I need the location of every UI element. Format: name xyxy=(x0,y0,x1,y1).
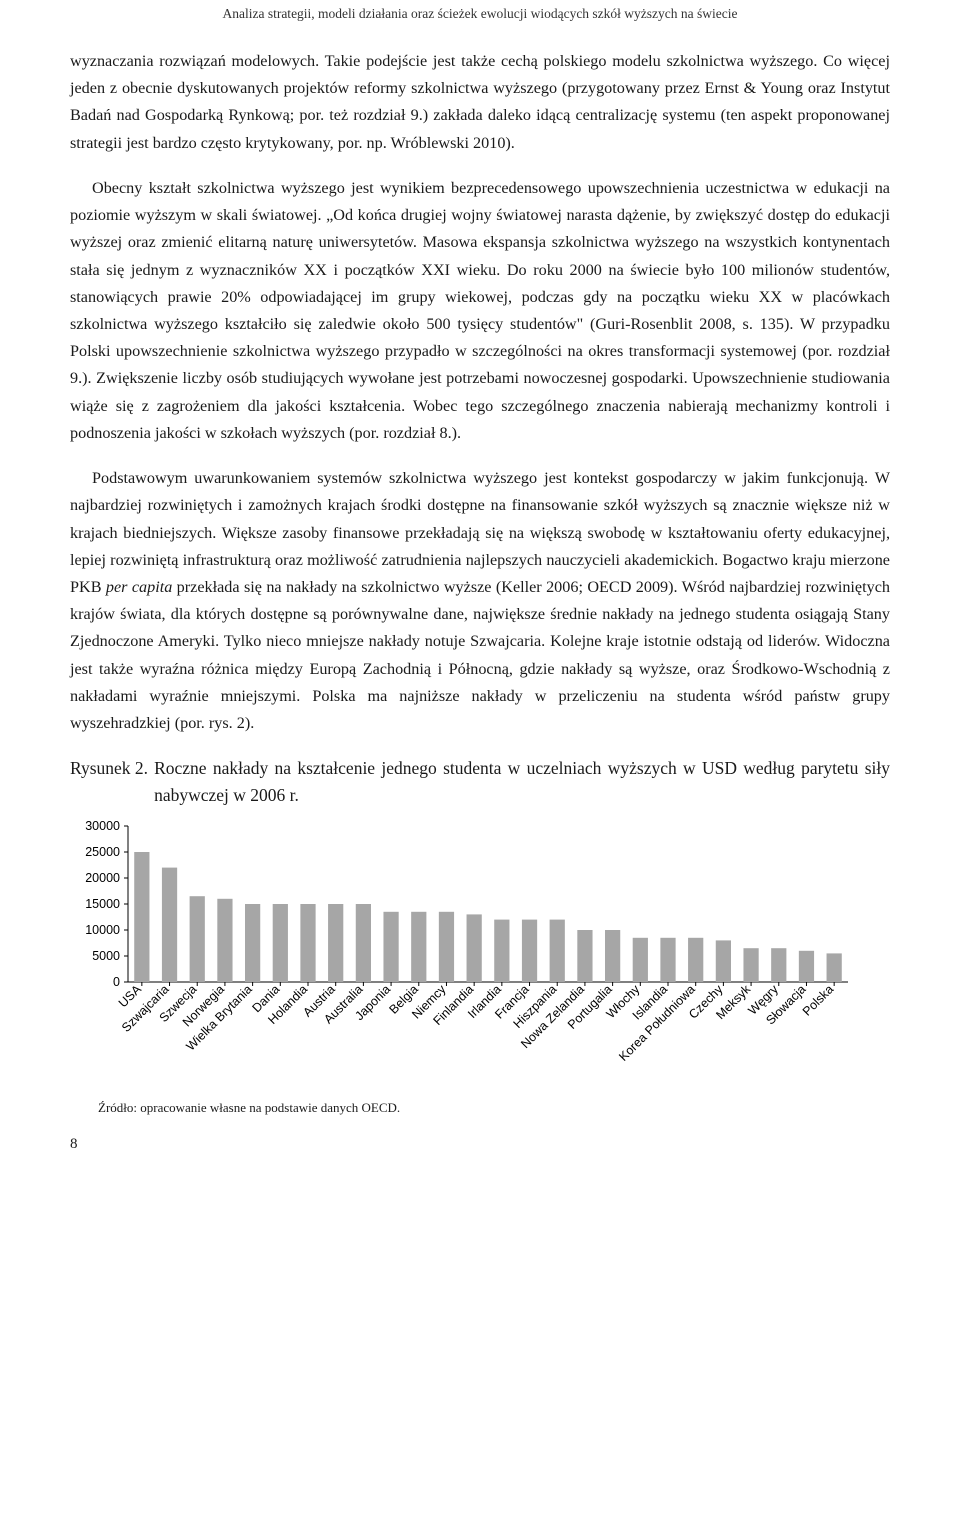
paragraph-3b: przekłada się na nakłady na szkolnictwo … xyxy=(70,578,890,732)
svg-text:20000: 20000 xyxy=(85,871,120,885)
bar-chart: 050001000015000200002500030000USASzwajca… xyxy=(70,818,890,1078)
page-number: 8 xyxy=(70,1136,890,1153)
paragraph-2-text: Obecny kształt szkolnictwa wyższego jest… xyxy=(70,179,890,442)
svg-text:25000: 25000 xyxy=(85,845,120,859)
paragraph-3: Podstawowym uwarunkowaniem systemów szko… xyxy=(70,465,890,737)
figure-caption-text: Roczne nakłady na kształcenie jednego st… xyxy=(154,755,890,809)
chart-source: Źródło: opracowanie własne na podstawie … xyxy=(98,1100,890,1116)
svg-text:Polska: Polska xyxy=(800,982,836,1018)
svg-text:10000: 10000 xyxy=(85,923,120,937)
paragraph-3-em: per capita xyxy=(106,578,172,596)
figure-label: Rysunek 2. xyxy=(70,755,154,809)
svg-text:0: 0 xyxy=(113,975,120,989)
running-head: Analiza strategii, modeli działania oraz… xyxy=(70,6,890,22)
chart-svg: 050001000015000200002500030000USASzwajca… xyxy=(70,818,860,1078)
paragraph-3a: Podstawowym uwarunkowaniem systemów szko… xyxy=(70,469,890,596)
paragraph-1: wyznaczania rozwiązań modelowych. Takie … xyxy=(70,48,890,157)
svg-text:5000: 5000 xyxy=(92,949,120,963)
paragraph-2: Obecny kształt szkolnictwa wyższego jest… xyxy=(70,175,890,447)
svg-text:15000: 15000 xyxy=(85,897,120,911)
figure-caption: Rysunek 2. Roczne nakłady na kształcenie… xyxy=(70,755,890,809)
svg-text:30000: 30000 xyxy=(85,819,120,833)
